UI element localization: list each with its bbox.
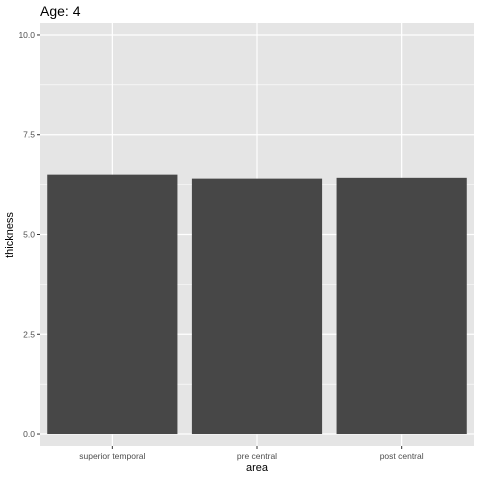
x-axis: superior temporal pre central post central <box>79 446 424 461</box>
bar-pre-central <box>191 178 323 435</box>
y-tick-label: 2.5 <box>23 329 35 339</box>
x-tick-label: pre central <box>237 451 277 461</box>
y-axis-title: thickness <box>4 212 16 258</box>
y-tick-label: 5.0 <box>23 230 35 240</box>
chart-title: Age: 4 <box>40 3 81 19</box>
x-tick-label: post central <box>380 451 424 461</box>
bar-post-central <box>336 177 467 435</box>
x-tick-label: superior temporal <box>79 451 145 461</box>
bar-superior-temporal <box>47 174 178 435</box>
y-axis: 0.0 2.5 5.0 7.5 10.0 <box>18 30 40 439</box>
y-tick-label: 10.0 <box>18 30 35 40</box>
y-tick-label: 0.0 <box>23 429 35 439</box>
x-axis-title: area <box>246 462 269 474</box>
bars <box>47 174 467 435</box>
y-tick-label: 7.5 <box>23 130 35 140</box>
